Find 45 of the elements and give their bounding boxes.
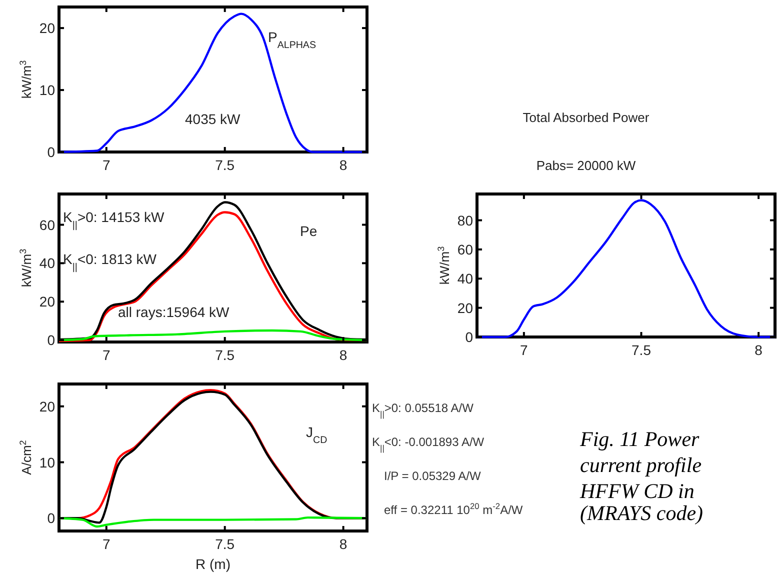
x-tick-label: 7 [102,536,110,552]
x-tick-label: 7.5 [215,347,235,363]
y-tick-label: 20 [39,398,56,414]
y-tick-label: 60 [457,241,474,258]
chart-title: Total Absorbed Power [522,110,650,125]
annotation: P$_{ALPHAS}$ [268,29,316,50]
text: (MRAYS code) [580,501,704,525]
y-tick-label: 80 [457,212,474,228]
annotation: J$_{CD}$ [306,424,328,446]
y-tick-label: 20 [39,294,56,310]
text: I/P = 0.05329 A/W [384,469,482,483]
annotation: all rays:15964 kW [118,304,230,320]
annotation: Pe [300,223,318,239]
y-tick-label: 0 [47,144,56,160]
x-axis-title: R (m) [196,556,230,572]
text: K$_{||}$<0: -0.001893 A/W [372,435,485,453]
caption: Fig. 11 Power [579,427,700,451]
annotation: K$_{||}$<0: 1813 kW [63,251,158,272]
text: K$_{||}$>0: 0.05518 A/W [372,401,474,419]
text: HFFW CD in [579,479,694,503]
y-tick-label: 40 [39,255,56,272]
x-tick-label: 7 [102,157,110,173]
y-tick-label: 20 [457,300,474,316]
annotation: K$_{||}$>0: 14153 kW [63,209,165,230]
y-tick-label: 40 [457,270,474,287]
x-tick-label: 7.5 [215,157,235,173]
x-tick-label: 7 [102,347,110,363]
x-tick-label: 8 [339,347,348,363]
y-tick-label: 0 [47,510,56,526]
x-tick-label: 8 [339,157,348,173]
y-tick-label: 10 [39,454,56,470]
y-tick-label: 60 [39,216,56,233]
y-tick-label: 0 [47,332,56,348]
y-tick-label: 0 [465,329,474,345]
x-tick-label: 8 [754,342,763,358]
y-tick-label: 10 [39,82,56,98]
text: eff = 0.32211 10$^{20}$ m$^{-2}$A/W [384,501,524,517]
x-tick-label: 7.5 [215,536,235,552]
x-tick-label: 7 [520,342,528,358]
y-tick-label: 20 [39,20,56,36]
text: current profile [580,453,702,477]
x-tick-label: 7.5 [632,342,652,358]
x-tick-label: 8 [339,536,348,552]
annotation: 4035 kW [185,111,242,127]
chart-subtitle: Pabs= 20000 kW [536,158,636,173]
